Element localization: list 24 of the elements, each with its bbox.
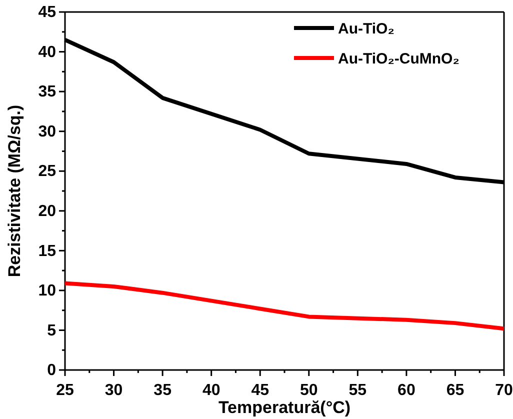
x-axis-title: Temperatură(°C) (218, 398, 351, 417)
x-tick-label: 65 (446, 382, 464, 399)
x-tick-label: 30 (104, 382, 123, 399)
y-tick-label: 15 (38, 242, 56, 260)
x-tick-label: 35 (154, 382, 172, 399)
y-tick-label: 35 (38, 84, 56, 101)
y-tick-label: 45 (38, 4, 56, 22)
y-tick-label: 40 (38, 44, 56, 61)
x-tick-label: 60 (398, 382, 416, 399)
y-tick-label: 10 (38, 282, 56, 300)
y-tick-label: 0 (47, 362, 56, 380)
legend-label: Au-TiO₂-CuMnO₂ (338, 50, 460, 68)
line-series (63, 281, 506, 331)
x-tick-label: 70 (495, 382, 513, 399)
x-tick-label: 40 (202, 382, 220, 399)
y-tick-label: 25 (38, 163, 56, 180)
y-tick-label: 30 (38, 123, 56, 140)
x-tick-label: 55 (348, 382, 367, 399)
x-tick-label: 45 (251, 382, 270, 399)
y-tick-label: 5 (47, 322, 56, 340)
legend-label: Au-TiO₂ (338, 20, 394, 38)
y-tick-label: 20 (38, 203, 56, 220)
x-tick-label: 50 (300, 382, 318, 399)
y-axis-title: Rezistivitate (MΩ/sq.) (5, 104, 24, 278)
